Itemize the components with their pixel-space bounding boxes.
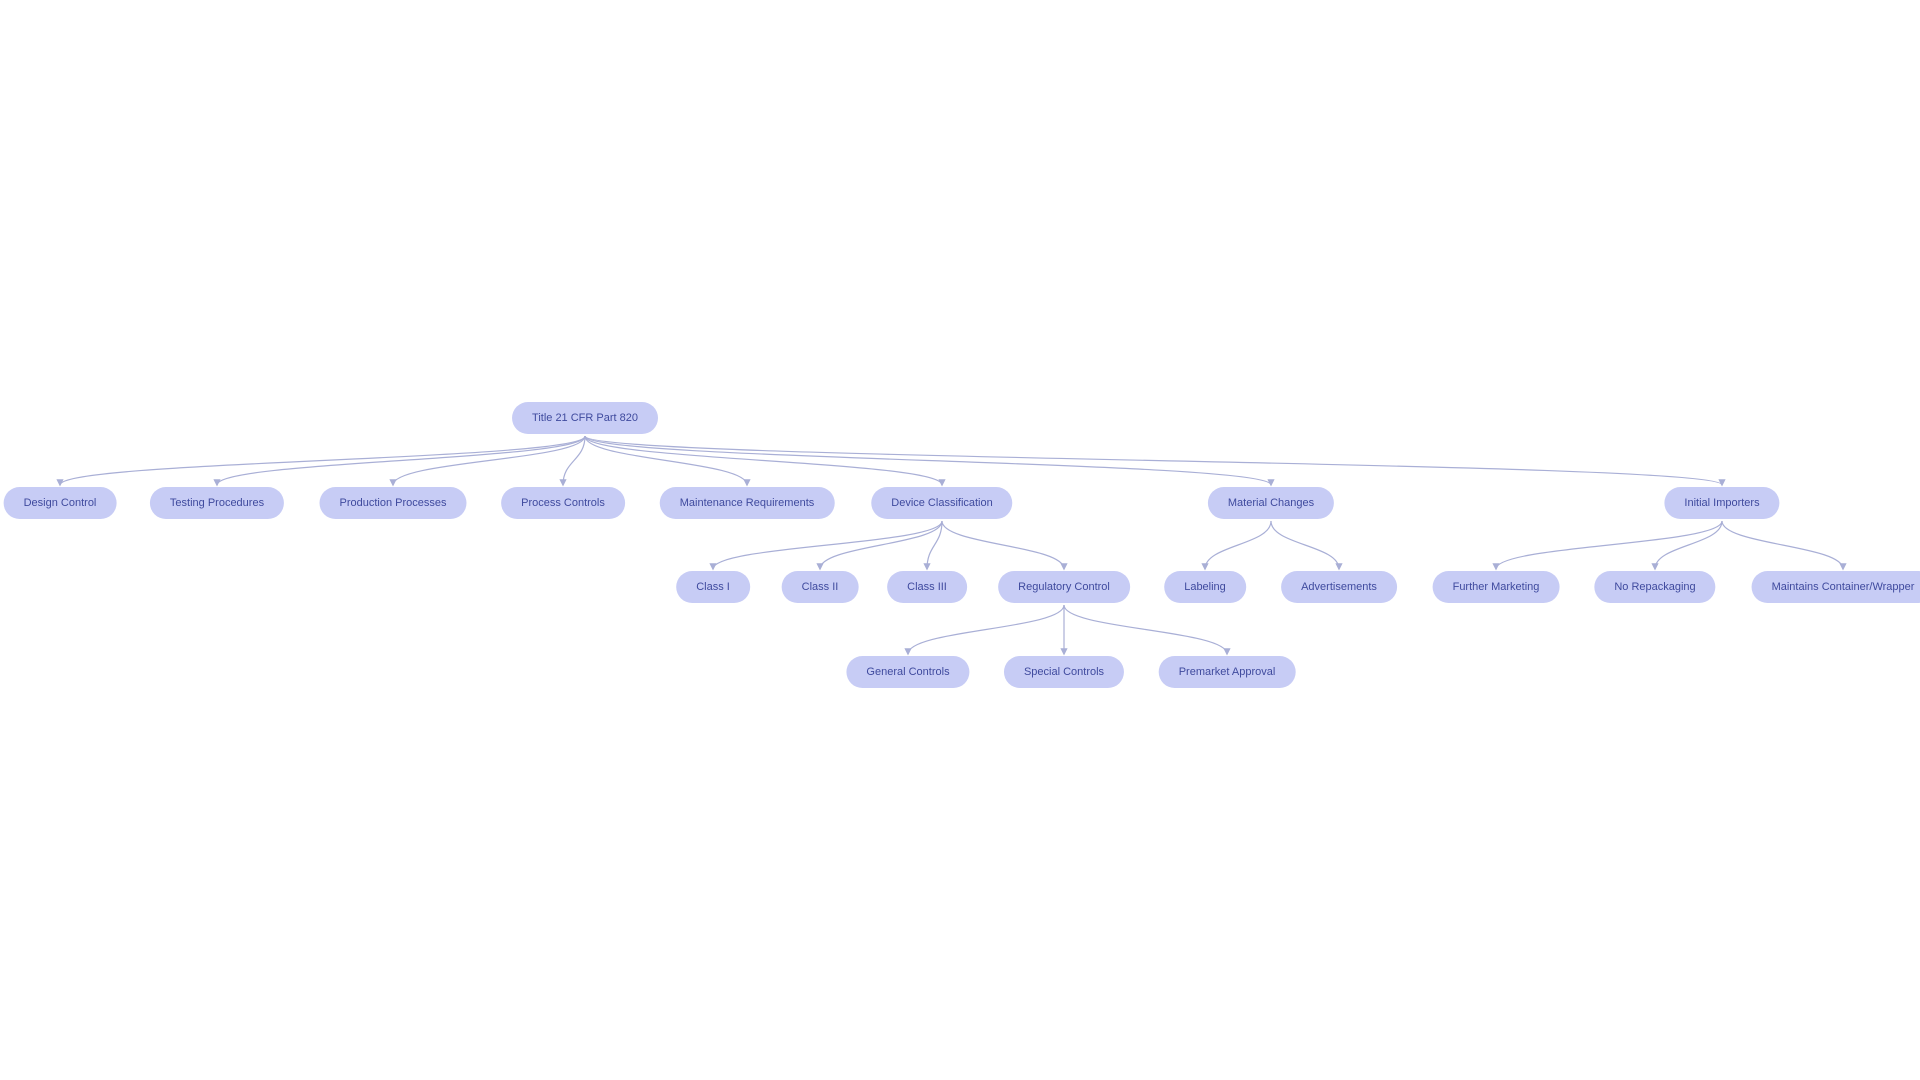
node-maintains: Maintains Container/Wrapper <box>1752 571 1920 603</box>
node-further: Further Marketing <box>1433 571 1560 603</box>
edge-deviceclass-to-class1 <box>713 521 942 569</box>
edge-material-to-labeling <box>1205 521 1271 569</box>
edge-regctrl-to-premarket <box>1064 605 1227 654</box>
edge-root-to-material <box>585 436 1271 485</box>
edge-root-to-testing <box>217 436 585 485</box>
edge-regctrl-to-general <box>908 605 1064 654</box>
node-deviceclass: Device Classification <box>871 487 1012 519</box>
edge-root-to-design <box>60 436 585 485</box>
edge-deviceclass-to-regctrl <box>942 521 1064 569</box>
edge-root-to-process <box>563 436 585 485</box>
node-process: Process Controls <box>501 487 625 519</box>
edge-initial-to-norepack <box>1655 521 1722 569</box>
node-testing: Testing Procedures <box>150 487 284 519</box>
edge-root-to-initial <box>585 436 1722 485</box>
node-production: Production Processes <box>320 487 467 519</box>
node-special: Special Controls <box>1004 656 1124 688</box>
node-class2: Class II <box>782 571 859 603</box>
edges-layer <box>0 0 1920 1080</box>
node-class1: Class I <box>676 571 750 603</box>
node-initial: Initial Importers <box>1664 487 1779 519</box>
node-ads: Advertisements <box>1281 571 1397 603</box>
node-regctrl: Regulatory Control <box>998 571 1130 603</box>
edge-root-to-maintenance <box>585 436 747 485</box>
edge-initial-to-maintains <box>1722 521 1843 569</box>
node-material: Material Changes <box>1208 487 1334 519</box>
edge-deviceclass-to-class2 <box>820 521 942 569</box>
node-general: General Controls <box>846 656 969 688</box>
edge-initial-to-further <box>1496 521 1722 569</box>
edge-root-to-production <box>393 436 585 485</box>
node-root: Title 21 CFR Part 820 <box>512 402 658 434</box>
node-maintenance: Maintenance Requirements <box>660 487 835 519</box>
node-premarket: Premarket Approval <box>1159 656 1296 688</box>
edge-root-to-deviceclass <box>585 436 942 485</box>
diagram-canvas: Title 21 CFR Part 820 Design Control Testi… <box>0 0 1920 1080</box>
node-labeling: Labeling <box>1164 571 1246 603</box>
node-design: Design Control <box>4 487 117 519</box>
edge-material-to-ads <box>1271 521 1339 569</box>
edge-deviceclass-to-class3 <box>927 521 942 569</box>
node-class3: Class III <box>887 571 967 603</box>
node-norepack: No Repackaging <box>1594 571 1715 603</box>
